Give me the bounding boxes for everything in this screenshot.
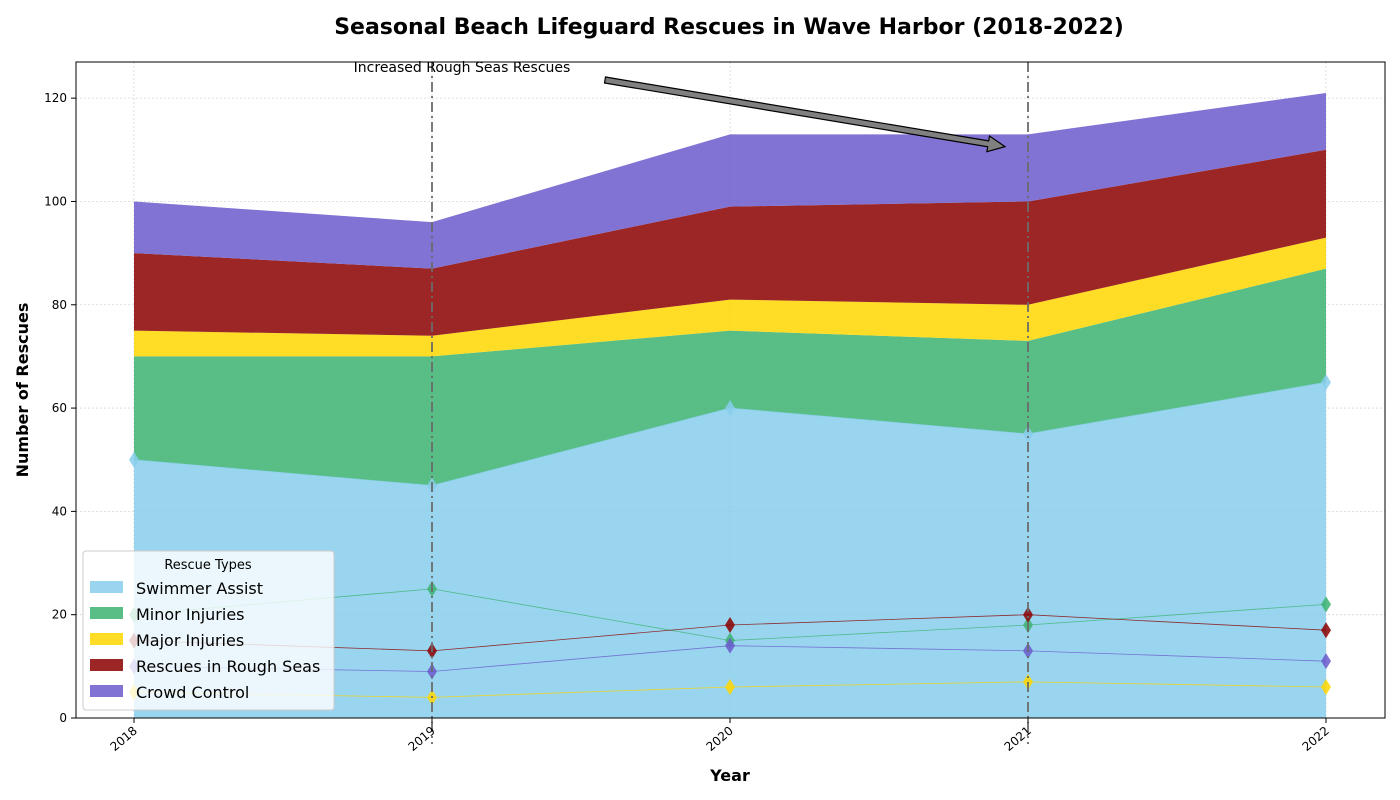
legend-swatch-crowd-control [90, 685, 123, 697]
x-tick-label: 2022 [1300, 724, 1332, 754]
legend-swatch-major-injuries [90, 633, 123, 645]
legend: Rescue Types Swimmer Assist Minor Injurie… [82, 550, 335, 711]
marker-swimmer-assist [1023, 425, 1033, 442]
y-tick-label: 100 [44, 194, 67, 208]
annotation-text: Increased Rough Seas Rescues [354, 60, 571, 76]
x-tick-label: 2018 [108, 724, 140, 754]
legend-box [82, 550, 335, 711]
y-axis-title: Number of Rescues [13, 303, 32, 478]
legend-label-rescues-in-rough-seas: Rescues in Rough Seas [136, 657, 320, 676]
x-axis: 2018 2019 2020 2021 2022 [108, 718, 1332, 754]
legend-swatch-rescues-in-rough-seas [90, 659, 123, 671]
y-tick-label: 20 [52, 608, 67, 622]
marker-swimmer-assist [725, 400, 735, 417]
y-tick-label: 120 [44, 91, 67, 105]
y-axis: 0 20 40 60 80 100 120 [44, 91, 76, 725]
legend-label-swimmer-assist: Swimmer Assist [136, 579, 263, 598]
y-tick-label: 80 [52, 298, 67, 312]
marker-major-injuries [725, 679, 735, 696]
annotation: Increased Rough Seas Rescues [354, 60, 1007, 153]
marker-rescues-in-rough-seas [1321, 622, 1331, 639]
vertical-lines [431, 62, 1029, 744]
x-tick-label: 2021 [1002, 724, 1034, 754]
legend-swatch-minor-injuries [90, 607, 123, 619]
marker-minor-injuries [1321, 596, 1331, 613]
legend-label-major-injuries: Major Injuries [136, 631, 244, 650]
x-tick-label: 2020 [704, 724, 736, 754]
x-tick-label: 2019 [406, 724, 438, 754]
chart-title: Seasonal Beach Lifeguard Rescues in Wave… [334, 15, 1124, 40]
marker-crowd-control [1321, 653, 1331, 670]
marker-major-injuries [1321, 679, 1331, 696]
marker-rescues-in-rough-seas [725, 617, 735, 634]
marker-crowd-control [725, 637, 735, 654]
y-tick-label: 40 [52, 504, 67, 518]
y-tick-label: 0 [59, 711, 67, 725]
marker-rescues-in-rough-seas [1023, 606, 1033, 623]
legend-label-minor-injuries: Minor Injuries [136, 605, 245, 624]
legend-title: Rescue Types [164, 558, 252, 573]
marker-major-injuries [1023, 673, 1033, 690]
legend-swatch-swimmer-assist [90, 581, 123, 593]
marker-swimmer-assist [1321, 374, 1331, 391]
x-axis-title: Year [709, 766, 750, 785]
y-tick-label: 60 [52, 401, 67, 415]
annotation-arrow [603, 76, 1007, 153]
legend-label-crowd-control: Crowd Control [136, 683, 249, 702]
marker-swimmer-assist [129, 451, 139, 468]
